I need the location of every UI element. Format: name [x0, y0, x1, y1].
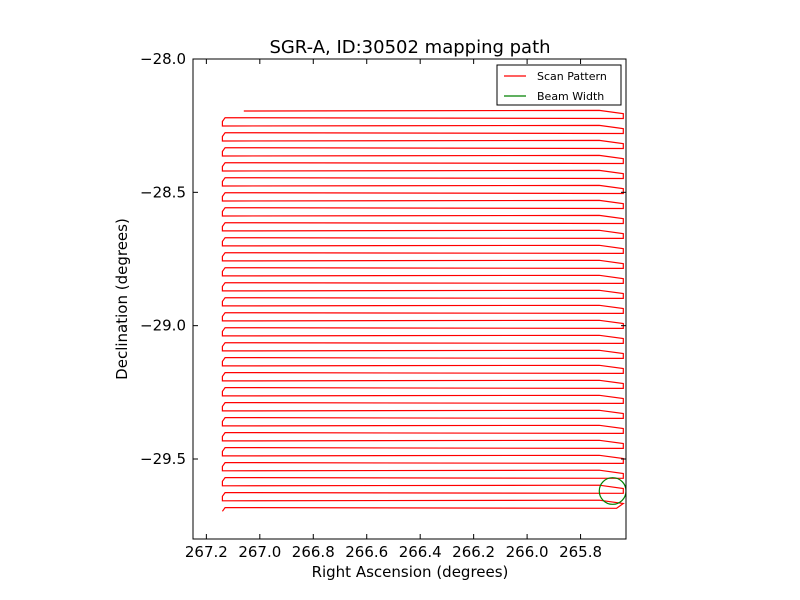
x-tick-label: 266.8 [292, 543, 335, 561]
legend-label-beam-width: Beam Width [537, 90, 604, 103]
x-tick-label: 265.8 [559, 543, 602, 561]
data-layer [221, 109, 626, 512]
y-tick-label: −28.5 [140, 183, 186, 201]
legend: Scan Pattern Beam Width [496, 64, 622, 106]
x-tick-label: 267.2 [185, 543, 228, 561]
x-tick-label: 266.4 [399, 543, 442, 561]
x-tick-label: 267.0 [238, 543, 281, 561]
x-tick-label: 266.0 [506, 543, 549, 561]
scan-pattern-line [221, 109, 625, 512]
y-axis-label: Declination (degrees) [113, 218, 131, 380]
x-tick-label: 266.6 [345, 543, 388, 561]
legend-label-scan-pattern: Scan Pattern [537, 70, 607, 83]
x-axis-ticks: 267.2 267.0 266.8 266.6 266.4 266.2 266.0 265.8 [185, 59, 602, 561]
y-tick-label: −29.5 [140, 450, 186, 468]
axes-frame [192, 58, 627, 540]
legend-box [496, 64, 622, 106]
y-tick-label: −29.0 [140, 317, 186, 335]
x-tick-label: 266.2 [452, 543, 495, 561]
x-axis-label: Right Ascension (degrees) [312, 563, 509, 581]
chart-title: SGR-A, ID:30502 mapping path [269, 37, 550, 58]
beam-width-circle [598, 477, 626, 505]
y-tick-label: −28.0 [140, 50, 186, 68]
y-axis-ticks: −28.0 −28.5 −29.0 −29.5 [140, 50, 626, 468]
